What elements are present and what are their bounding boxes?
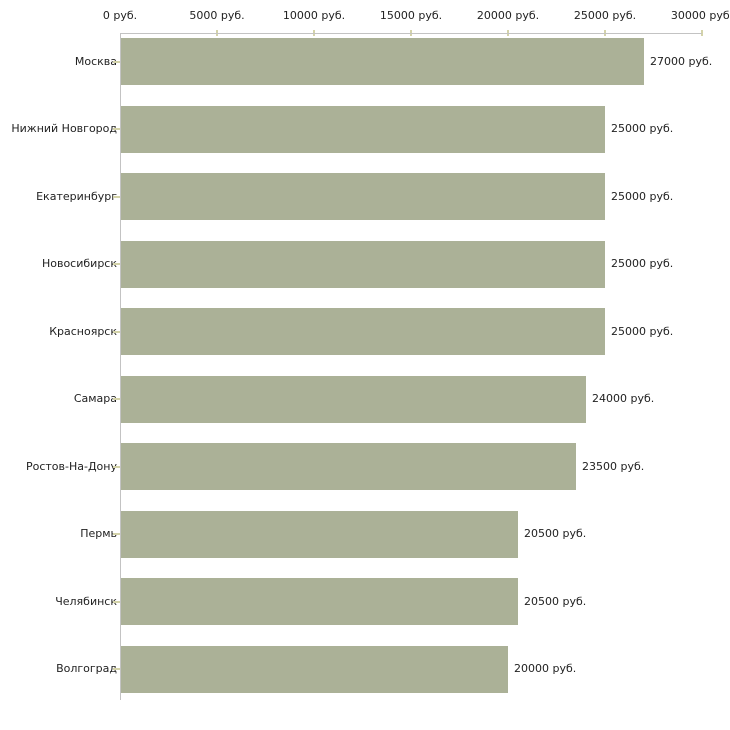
y-axis-tick xyxy=(113,331,120,333)
y-axis-tick xyxy=(113,601,120,603)
y-axis-tick xyxy=(113,263,120,265)
category-label: Нижний Новгород xyxy=(11,122,117,135)
category-label: Ростов-На-Дону xyxy=(25,460,117,473)
value-label: 24000 руб. xyxy=(592,392,655,405)
x-tick-label: 5000 руб. xyxy=(189,9,245,22)
x-tick-label: 20000 руб. xyxy=(476,9,540,22)
x-tick-label: 10000 руб. xyxy=(282,9,346,22)
y-axis-line xyxy=(120,33,121,700)
y-axis-tick xyxy=(113,196,120,198)
bar xyxy=(121,173,605,220)
bar xyxy=(121,646,508,693)
bar xyxy=(121,106,605,153)
x-tick-label: 15000 руб. xyxy=(379,9,443,22)
category-label: Екатеринбург xyxy=(36,190,117,203)
category-label: Челябинск xyxy=(55,595,117,608)
y-axis-tick xyxy=(113,128,120,130)
value-label: 25000 руб. xyxy=(611,325,674,338)
y-axis-tick xyxy=(113,533,120,535)
bar xyxy=(121,308,605,355)
value-label: 25000 руб. xyxy=(611,190,674,203)
bar xyxy=(121,241,605,288)
x-tick-label: 30000 руб. xyxy=(670,9,730,22)
category-label: Москва xyxy=(74,55,117,68)
value-label: 25000 руб. xyxy=(611,122,674,135)
category-label: Пермь xyxy=(80,527,117,540)
category-label: Волгоград xyxy=(56,662,117,675)
bar xyxy=(121,443,576,490)
y-axis-tick xyxy=(113,668,120,670)
bar xyxy=(121,511,518,558)
y-axis-tick xyxy=(113,61,120,63)
x-axis-tick xyxy=(701,30,703,36)
bar xyxy=(121,38,644,85)
value-label: 20500 руб. xyxy=(524,527,587,540)
value-label: 20000 руб. xyxy=(514,662,577,675)
value-label: 23500 руб. xyxy=(582,460,645,473)
category-label: Новосибирск xyxy=(41,257,117,270)
value-label: 25000 руб. xyxy=(611,257,674,270)
category-label: Красноярск xyxy=(49,325,117,338)
bar xyxy=(121,578,518,625)
value-label: 20500 руб. xyxy=(524,595,587,608)
x-tick-label: 25000 руб. xyxy=(573,9,637,22)
y-axis-tick xyxy=(113,466,120,468)
y-axis-tick xyxy=(113,398,120,400)
value-label: 27000 руб. xyxy=(650,55,713,68)
category-label: Самара xyxy=(73,392,117,405)
bar xyxy=(121,376,586,423)
x-tick-label: 0 руб. xyxy=(102,9,138,22)
x-axis-line xyxy=(120,33,702,34)
